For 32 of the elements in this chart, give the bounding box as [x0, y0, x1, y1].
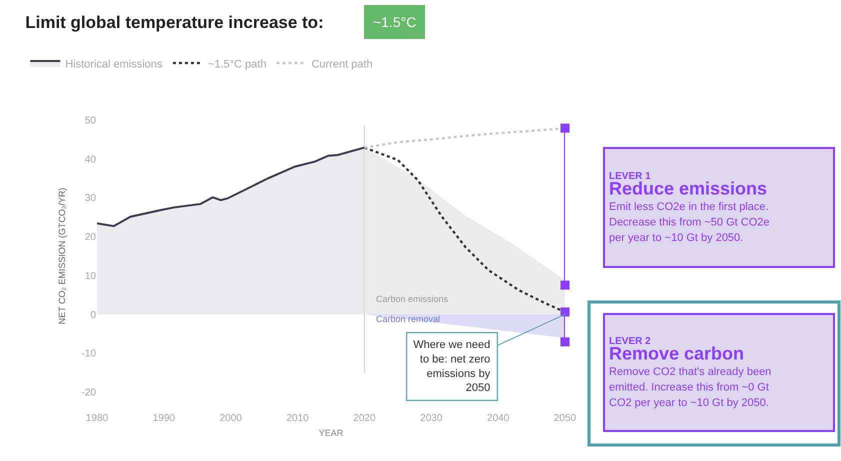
annotation: Carbon removal [376, 314, 440, 324]
legend-label: Historical emissions [65, 58, 163, 70]
x-tick-label: 2030 [420, 413, 443, 424]
y-tick-label: -20 [82, 388, 96, 398]
x-tick-label: 2050 [554, 413, 577, 424]
y-axis-title: NET CO₂ EMISSION (GTCO₂/YR) [56, 188, 67, 324]
x-axis-title: YEAR [318, 428, 344, 438]
y-tick-label: 0 [90, 310, 96, 321]
y-tick-label: 30 [84, 193, 96, 204]
x-tick-label: 2020 [353, 413, 376, 424]
point [560, 124, 570, 133]
legend-label: ~1.5°C path [208, 58, 266, 70]
legend-label: Current path [311, 58, 373, 70]
x-tick-label: 1990 [152, 413, 176, 424]
chart-subtitle: ~1.5°C [373, 14, 416, 30]
point [560, 280, 570, 290]
x-tick-label: 2000 [220, 413, 242, 424]
point [560, 337, 570, 346]
x-tick-label: 2040 [487, 413, 510, 424]
y-tick-label: 50 [84, 116, 96, 126]
y-tick-label: 40 [84, 154, 96, 166]
y-tick-label: -10 [82, 348, 96, 360]
x-tick-label: 1980 [86, 413, 109, 424]
point [560, 307, 570, 316]
y-tick-label: 10 [84, 270, 96, 282]
x-tick-label: 2010 [286, 413, 310, 424]
annotation: Where we need to be: net zero emissions by 2050 [413, 339, 491, 394]
annotation: Carbon emissions [376, 294, 449, 304]
text: LEVER 1 Reduce emissions Emit less CO2e in the first place. Decrease this from ~50 Gt CO2e per year to ~10 Gt by 2050. [609, 170, 770, 244]
text: LEVER 2 Remove carbon Remove CO2 that's already been emitted. Increase this from ~0 Gt CO2 per year to ~10 Gt by 2050. [609, 336, 772, 410]
chart-title: Limit global temperature increase to: [25, 12, 324, 32]
y-tick-label: 20 [84, 232, 96, 244]
